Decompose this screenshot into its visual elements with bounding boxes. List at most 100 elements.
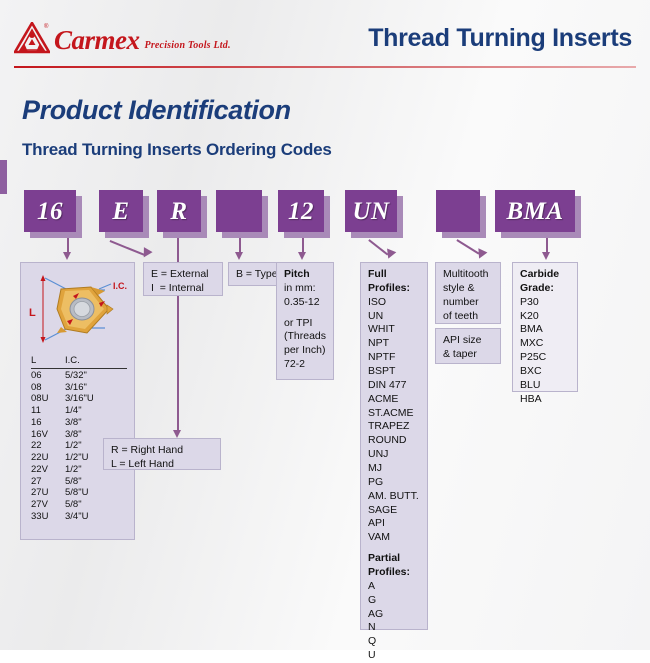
internal-line: I = Internal bbox=[151, 281, 204, 294]
list-item: P30 bbox=[520, 295, 539, 308]
cell-ic: 3/8" bbox=[65, 416, 82, 428]
list-item: P25C bbox=[520, 351, 547, 364]
code-box-blank-1[interactable] bbox=[216, 190, 262, 232]
api-box: API size & taper bbox=[435, 328, 501, 364]
list-item: TRAPEZ bbox=[368, 420, 410, 433]
left-hand-line: L = Left Hand bbox=[111, 457, 174, 470]
list-item: UNJ bbox=[368, 448, 389, 461]
code-box-insert-type[interactable]: R bbox=[157, 190, 201, 232]
carbide-heading-1: Carbide bbox=[520, 268, 560, 280]
page-header: ® Carmex Precision Tools Ltd. Thread Tur… bbox=[0, 0, 650, 72]
size-reference-box: I.C. L L I.C. 06 5/32" 08 3/16" 08U 3/16"U 11 1… bbox=[20, 262, 135, 540]
list-item: N bbox=[368, 621, 376, 634]
page-subtitle: Thread Turning Inserts Ordering Codes bbox=[22, 140, 332, 159]
partial-profiles-heading-2: Profiles: bbox=[368, 566, 411, 579]
page-title: Product Identification bbox=[22, 95, 291, 125]
cell-l: 33U bbox=[31, 510, 49, 522]
table-header-row: L I.C. bbox=[31, 355, 127, 369]
list-item: A bbox=[368, 579, 376, 592]
logo-tagline: Precision Tools Ltd. bbox=[144, 40, 231, 51]
cell-l: 27 bbox=[31, 475, 42, 487]
code-label-size: 16 bbox=[37, 197, 63, 225]
cell-ic: 3/16" bbox=[65, 381, 87, 393]
full-profiles-heading-2: Profiles: bbox=[368, 281, 411, 294]
table-row: 16V 3/8" bbox=[31, 429, 127, 441]
list-item: HBA bbox=[520, 392, 542, 405]
table-header-ic: I.C. bbox=[65, 355, 80, 366]
list-item: ROUND bbox=[368, 434, 407, 447]
arrowhead-type bbox=[235, 252, 243, 260]
list-item: VAM bbox=[368, 531, 390, 544]
cell-l: 08U bbox=[31, 393, 49, 405]
multitooth-box: Multitooth style & number of teeth bbox=[435, 262, 501, 324]
connector-pitch bbox=[302, 238, 304, 254]
list-item: AM. BUTT. bbox=[368, 489, 419, 502]
pitch-tpi-note1: (Threads bbox=[284, 330, 327, 343]
list-item: WHIT bbox=[368, 323, 395, 336]
carmex-logo: ® Carmex Precision Tools Ltd. bbox=[12, 20, 231, 55]
connector-type bbox=[239, 238, 241, 254]
cell-l: 22U bbox=[31, 452, 49, 464]
cell-l: 27U bbox=[31, 487, 49, 499]
size-table: L I.C. 06 5/32" 08 3/16" 08U 3/16"U 11 1/4" 16 3/… bbox=[31, 355, 127, 523]
svg-text:®: ® bbox=[44, 23, 49, 30]
left-accent-bar bbox=[0, 160, 7, 194]
connector-hand bbox=[177, 238, 179, 432]
table-row: 27U 5/8"U bbox=[31, 487, 127, 499]
code-box-pitch[interactable]: 12 bbox=[278, 190, 324, 232]
l-dimension-label: L bbox=[29, 307, 36, 319]
full-profiles-heading-1: Full bbox=[368, 268, 387, 280]
code-box-hand-type[interactable]: E bbox=[99, 190, 143, 232]
connector-grade bbox=[546, 238, 548, 254]
code-label-hand-type: E bbox=[112, 197, 130, 225]
code-label-pitch: 12 bbox=[288, 197, 314, 225]
api-line-2: & taper bbox=[443, 347, 477, 360]
list-item: BLU bbox=[520, 378, 541, 391]
right-hand-line: R = Right Hand bbox=[111, 444, 184, 456]
list-item: K20 bbox=[520, 309, 539, 322]
arrowhead-hand bbox=[173, 430, 181, 438]
cell-ic: 1/2" bbox=[65, 463, 82, 475]
code-box-size[interactable]: 16 bbox=[24, 190, 76, 232]
multitooth-line-4: of teeth bbox=[443, 309, 479, 322]
external-line: E = External bbox=[151, 268, 209, 280]
cell-l: 11 bbox=[31, 405, 41, 417]
table-row: 08U 3/16"U bbox=[31, 393, 127, 405]
logo-wordmark: Carmex bbox=[54, 25, 140, 55]
code-label-insert-type: R bbox=[170, 197, 188, 225]
pitch-box: Pitch in mm: 0.35-12 or TPI (Threads per… bbox=[276, 262, 334, 380]
api-line-1: API size bbox=[443, 334, 482, 346]
cell-ic: 1/2"U bbox=[65, 452, 89, 464]
cell-l: 16V bbox=[31, 428, 48, 440]
table-row: 06 5/32" bbox=[31, 370, 127, 382]
code-box-blank-2[interactable] bbox=[436, 190, 480, 232]
code-label-grade: BMA bbox=[506, 197, 564, 225]
list-item: DIN 477 bbox=[368, 378, 407, 391]
cell-ic: 3/8" bbox=[65, 428, 82, 440]
list-item: ISO bbox=[368, 295, 387, 308]
list-item: UN bbox=[368, 309, 384, 322]
table-row: 22U 1/2"U bbox=[31, 452, 127, 464]
cell-ic: 5/8"U bbox=[65, 487, 89, 499]
cell-l: 22 bbox=[31, 440, 42, 452]
cell-ic: 3/4"U bbox=[65, 510, 89, 522]
list-item: Q bbox=[368, 635, 377, 648]
list-item: MXC bbox=[520, 337, 544, 350]
pitch-heading: Pitch bbox=[284, 268, 310, 280]
table-row: 22 1/2" bbox=[31, 440, 127, 452]
code-label-profile: UN bbox=[352, 197, 390, 225]
list-item: BMA bbox=[520, 323, 543, 336]
code-box-profile[interactable]: UN bbox=[345, 190, 397, 232]
list-item: BXC bbox=[520, 365, 542, 378]
list-item: BSPT bbox=[368, 365, 396, 378]
code-box-grade[interactable]: BMA bbox=[495, 190, 575, 232]
pitch-mm-label: in mm: bbox=[284, 281, 316, 294]
table-header-l: L bbox=[31, 355, 37, 366]
list-item: U bbox=[368, 649, 376, 662]
carbide-grade-list: P30 K20 BMA MXC P25C BXC BLU HBA bbox=[520, 296, 570, 407]
list-item: NPT bbox=[368, 337, 389, 350]
pitch-tpi-range: 72-2 bbox=[284, 358, 306, 371]
hand-box: R = Right Hand L = Left Hand bbox=[103, 438, 221, 470]
list-item: G bbox=[368, 593, 377, 606]
cell-l: 08 bbox=[31, 381, 42, 393]
